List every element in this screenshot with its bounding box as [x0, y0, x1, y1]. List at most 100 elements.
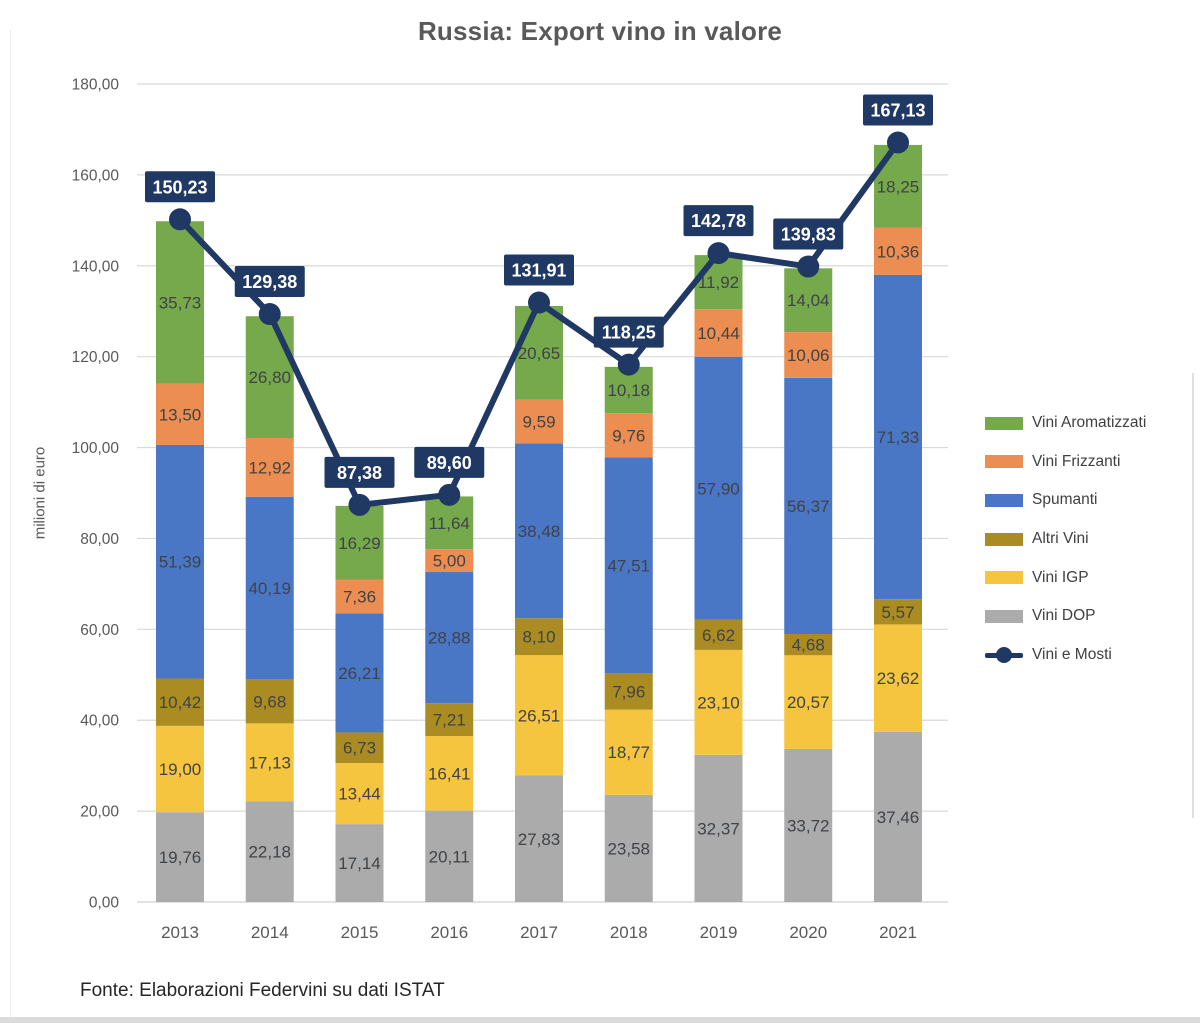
legend-label: Vini e Mosti — [1032, 645, 1112, 663]
legend-line-marker-icon — [985, 646, 1023, 663]
y-tick-label: 40,00 — [80, 713, 119, 730]
bar-segment-label: 6,62 — [702, 626, 735, 645]
bar-segment-vini-frizzanti-2013 — [156, 383, 204, 445]
x-tick-label: 2016 — [430, 923, 468, 942]
bar-segment-vini-frizzanti-2020 — [784, 332, 833, 378]
bar-segment-vini-dop-2021 — [874, 731, 922, 902]
bar-segment-label: 17,13 — [248, 753, 291, 772]
bar-segment-altri-vini-2021 — [874, 599, 922, 625]
bar-segment-altri-vini-2017 — [515, 618, 563, 656]
bar-segment-label: 20,65 — [518, 344, 561, 363]
legend-label: Vini DOP — [1032, 607, 1096, 625]
legend-swatch-icon — [985, 571, 1023, 585]
x-tick-label: 2013 — [161, 923, 199, 942]
bar-segment-spumanti-2015 — [335, 613, 384, 733]
line-marker-2015 — [348, 493, 371, 516]
y-tick-label: 160,00 — [72, 167, 120, 184]
bar-segment-vini-dop-2013 — [156, 812, 204, 902]
legend-swatch-icon — [985, 416, 1023, 430]
bar-segment-vini-frizzanti-2016 — [425, 549, 474, 573]
legend-swatch-icon — [985, 455, 1023, 469]
bar-segment-label: 13,44 — [338, 785, 381, 804]
legend-label: Vini IGP — [1032, 568, 1089, 586]
total-label-box-2015 — [324, 456, 395, 488]
bar-segment-label: 7,36 — [343, 588, 376, 607]
line-marker-2017 — [528, 291, 550, 314]
bar-segment-vini-igp-2013 — [156, 725, 204, 813]
legend-item-vini-e-mosti: Vini e Mosti — [985, 636, 1146, 675]
frame-edge-bottom — [0, 1017, 1200, 1023]
line-marker-2021 — [887, 131, 909, 154]
total-label: 167,13 — [870, 100, 925, 120]
bar-segment-label: 10,06 — [787, 346, 830, 365]
bar-segment-vini-frizzanti-2018 — [604, 413, 653, 458]
bar-segment-label: 22,18 — [248, 843, 291, 862]
total-label: 129,38 — [242, 272, 297, 292]
total-label: 118,25 — [602, 323, 656, 343]
bar-segment-label: 37,46 — [877, 808, 920, 827]
bar-segment-label: 6,73 — [343, 739, 376, 758]
bar-segment-label: 10,36 — [877, 242, 920, 261]
y-tick-label: 60,00 — [80, 622, 119, 639]
bar-segment-vini-aromatizzati-2021 — [874, 144, 922, 228]
bar-segment-spumanti-2018 — [604, 457, 653, 674]
bar-segment-vini-dop-2017 — [515, 775, 563, 902]
x-tick-label: 2021 — [879, 923, 917, 942]
legend-label: Spumanti — [1032, 491, 1098, 509]
bar-segment-vini-igp-2019 — [694, 649, 743, 755]
bar-segment-label: 38,48 — [518, 522, 561, 541]
bar-segment-vini-igp-2021 — [874, 624, 922, 732]
bar-segment-vini-igp-2020 — [784, 655, 833, 749]
bar-segment-label: 16,29 — [338, 534, 381, 553]
bar-segment-label: 12,92 — [248, 458, 291, 477]
bar-segment-label: 9,76 — [612, 426, 645, 445]
total-label: 150,23 — [152, 177, 207, 197]
bar-segment-label: 9,68 — [253, 692, 286, 711]
bar-segment-label: 8,10 — [522, 628, 555, 647]
bar-segment-label: 26,80 — [248, 368, 291, 387]
legend-item-vini-frizzanti: Vini Frizzanti — [985, 443, 1146, 482]
bar-segment-label: 23,10 — [697, 693, 740, 712]
bar-segment-label: 19,76 — [159, 848, 202, 867]
y-tick-label: 100,00 — [72, 440, 120, 457]
bar-segment-spumanti-2013 — [156, 444, 204, 679]
x-tick-label: 2018 — [610, 923, 648, 942]
bar-segment-vini-igp-2016 — [425, 736, 474, 811]
total-label: 87,38 — [337, 463, 382, 483]
bar-segment-label: 4,68 — [792, 636, 825, 655]
line-marker-2014 — [258, 303, 281, 326]
bar-segment-spumanti-2017 — [515, 443, 563, 619]
bar-segment-label: 10,44 — [697, 324, 740, 343]
total-label-box-2014 — [234, 266, 305, 298]
bar-segment-altri-vini-2020 — [784, 634, 833, 656]
bar-segment-label: 10,18 — [607, 381, 650, 400]
bar-segment-label: 20,11 — [429, 847, 470, 866]
bar-segment-vini-aromatizzati-2020 — [784, 268, 833, 333]
x-tick-label: 2019 — [700, 923, 738, 942]
bar-segment-vini-frizzanti-2021 — [874, 227, 922, 275]
bar-segment-vini-dop-2018 — [604, 794, 653, 902]
bar-segment-label: 11,64 — [429, 514, 470, 533]
bar-segment-label: 23,62 — [877, 669, 920, 688]
bar-segment-label: 28,88 — [428, 629, 471, 648]
bar-segment-vini-dop-2015 — [335, 824, 384, 902]
x-tick-label: 2014 — [251, 923, 289, 942]
bar-segment-altri-vini-2019 — [694, 619, 743, 650]
total-label: 142,78 — [691, 211, 746, 231]
x-tick-label: 2017 — [520, 923, 558, 942]
bar-segment-vini-aromatizzati-2014 — [245, 316, 294, 439]
bar-segment-label: 9,59 — [522, 413, 555, 432]
total-label-box-2018 — [593, 316, 664, 348]
bar-segment-label: 40,19 — [248, 579, 291, 598]
legend-item-vini-dop: Vini DOP — [985, 597, 1146, 636]
bar-segment-spumanti-2021 — [874, 274, 922, 600]
bar-segment-label: 20,57 — [787, 693, 830, 712]
legend-item-vini-aromatizzati: Vini Aromatizzati — [985, 404, 1146, 443]
bar-segment-label: 56,37 — [787, 497, 830, 516]
bar-segment-vini-frizzanti-2014 — [245, 438, 294, 497]
x-tick-label: 2015 — [341, 923, 379, 942]
bar-segment-label: 10,42 — [159, 693, 202, 712]
bar-segment-label: 5,00 — [433, 552, 466, 571]
bar-segment-label: 26,51 — [518, 706, 561, 725]
